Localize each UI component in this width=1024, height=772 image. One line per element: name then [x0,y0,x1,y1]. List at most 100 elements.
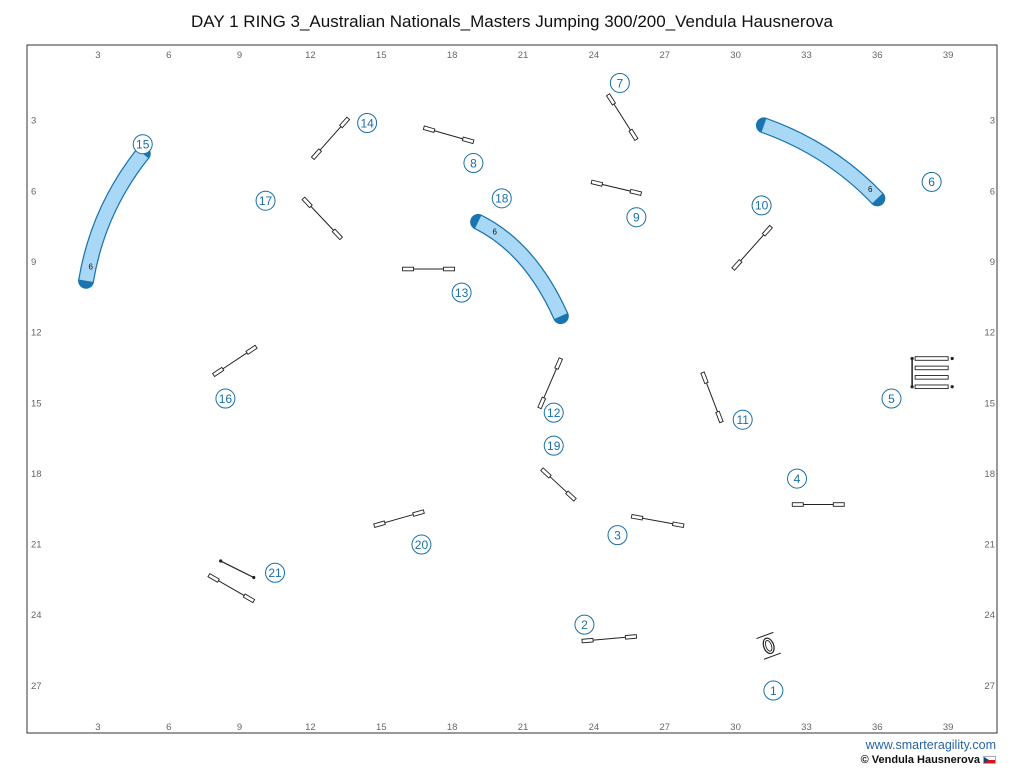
x-label-top-30: 30 [730,50,741,61]
y-label-right-27: 27 [984,681,995,692]
obstacle-number-14: 14 [357,113,378,134]
x-label-top-33: 33 [801,50,812,61]
tunnel-length-label: 6 [492,227,497,236]
svg-text:10: 10 [755,199,769,213]
obstacle-number-7: 7 [609,72,630,93]
obstacle-number-3: 3 [607,525,628,546]
jump-21-second-bar [219,559,256,580]
obstacle-number-15: 15 [132,134,153,155]
svg-text:17: 17 [259,194,273,208]
y-label-right-15: 15 [984,398,995,409]
y-label-right-3: 3 [990,116,995,127]
y-label-left-21: 21 [31,540,42,551]
y-label-left-15: 15 [31,398,42,409]
obstacle-number-12: 12 [543,402,564,423]
svg-text:19: 19 [547,439,561,453]
x-label-bottom-30: 30 [730,722,741,733]
other-obstacles [219,356,954,660]
jump-9 [700,371,724,424]
y-label-left-18: 18 [31,469,42,480]
obstacle-number-20: 20 [411,534,432,555]
footer-copyright: © Vendula Hausnerova [861,754,996,766]
x-label-top-12: 12 [305,50,316,61]
x-label-bottom-3: 3 [95,722,100,733]
x-label-bottom-21: 21 [518,722,529,733]
svg-text:13: 13 [455,286,469,300]
x-label-top-3: 3 [95,50,100,61]
obstacle-number-21: 21 [265,562,286,583]
x-label-bottom-24: 24 [589,722,600,733]
x-label-top-6: 6 [166,50,171,61]
x-label-top-21: 21 [518,50,529,61]
y-label-left-27: 27 [31,681,42,692]
obstacle-number-18: 18 [491,188,512,209]
svg-text:20: 20 [415,538,429,552]
svg-text:16: 16 [219,392,233,406]
obstacle-number-19: 19 [543,435,564,456]
svg-text:11: 11 [736,413,749,427]
x-label-bottom-36: 36 [872,722,883,733]
obstacle-number-2: 2 [574,614,595,635]
obstacle-number-6: 6 [921,171,942,192]
tunnel-6: 6 [755,117,886,207]
svg-text:15: 15 [136,138,150,152]
y-label-left-9: 9 [31,257,36,268]
obstacle-number-10: 10 [751,195,772,216]
x-label-bottom-12: 12 [305,722,316,733]
jump-5 [590,179,643,196]
footer-website-link[interactable]: www.smarteragility.com [865,738,996,752]
obstacle-number-17: 17 [255,190,276,211]
tunnel-length-label: 6 [89,263,94,272]
svg-text:3: 3 [614,528,621,542]
x-label-bottom-27: 27 [659,722,670,733]
svg-text:8: 8 [470,156,477,170]
x-label-bottom-15: 15 [376,722,387,733]
x-label-bottom-6: 6 [166,722,171,733]
y-label-right-24: 24 [984,610,995,621]
ring-border [26,44,998,734]
y-label-left-6: 6 [31,186,36,197]
czech-flag-icon [983,756,996,765]
x-label-top-15: 15 [376,50,387,61]
jump-14 [373,509,425,528]
y-label-right-9: 9 [990,257,995,268]
x-label-top-9: 9 [237,50,242,61]
jump-8 [537,357,564,410]
grid-labels: 3366991212151518182121242427273030333336… [31,50,995,733]
svg-text:6: 6 [928,175,935,189]
jump-3 [310,116,351,161]
y-label-left-24: 24 [31,610,42,621]
svg-text:21: 21 [268,566,282,580]
weave-poles-obstacle [910,356,954,390]
svg-text:12: 12 [547,406,561,420]
x-label-top-36: 36 [872,50,883,61]
svg-text:18: 18 [495,192,509,206]
svg-text:4: 4 [794,472,801,486]
svg-text:1: 1 [770,684,777,698]
svg-text:9: 9 [633,211,640,225]
x-label-bottom-9: 9 [237,722,242,733]
jump-10 [211,344,258,378]
svg-text:5: 5 [888,392,895,406]
jump-4 [301,196,344,241]
obstacle-number-13: 13 [451,282,472,303]
obstacle-number-5: 5 [881,388,902,409]
copyright-text: © Vendula Hausnerova [860,754,980,766]
x-label-top-27: 27 [659,50,670,61]
x-label-top-39: 39 [943,50,954,61]
tunnel-18: 6 [470,213,569,325]
y-label-right-21: 21 [984,540,995,551]
x-label-top-18: 18 [447,50,458,61]
x-label-top-24: 24 [589,50,600,61]
jump-1 [605,93,639,142]
x-label-bottom-18: 18 [447,722,458,733]
tire-obstacle [756,631,782,660]
jump-7 [731,224,774,271]
obstacle-number-8: 8 [463,153,484,174]
jump-12 [630,513,685,529]
obstacle-number-9: 9 [626,207,647,228]
svg-text:2: 2 [581,618,588,632]
obstacle-number-4: 4 [787,468,808,489]
